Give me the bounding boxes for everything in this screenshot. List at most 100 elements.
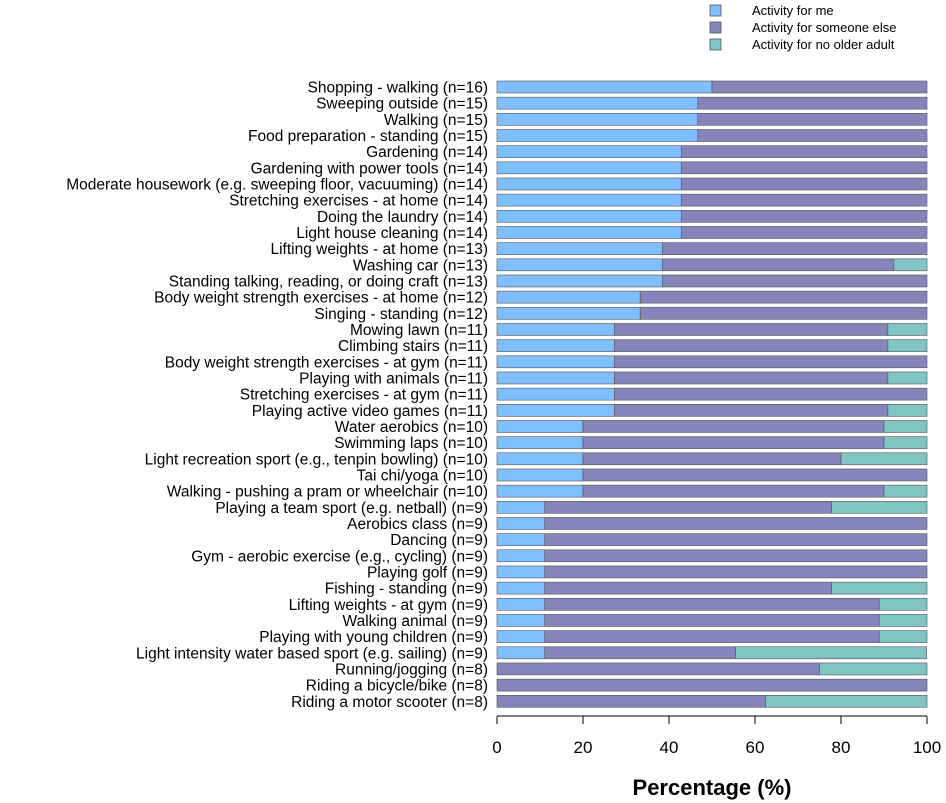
bar-segment-1-row-26 xyxy=(496,484,584,498)
bar-segment-2-row-12 xyxy=(662,258,895,272)
bar-segment-3-row-19 xyxy=(887,371,928,385)
category-label: Body weight strength exercises - at home… xyxy=(154,290,488,307)
bar-segment-2-row-16 xyxy=(614,323,889,336)
bar-segment-1-row-5 xyxy=(496,145,682,158)
bar-segment-2-row-7 xyxy=(681,177,928,191)
bar-segment-2-row-17 xyxy=(614,339,889,352)
bar-segment-2-row-3 xyxy=(697,113,928,126)
category-label: Stretching exercises - at gym (n=11) xyxy=(240,387,488,404)
legend-label: Activity for me xyxy=(752,3,834,18)
bar-segment-2-row-25 xyxy=(582,468,928,482)
bar-segment-3-row-39 xyxy=(765,694,928,708)
bar-segment-2-row-1 xyxy=(711,80,928,94)
bar-segment-1-row-36 xyxy=(496,646,546,660)
category-label: Moderate housework (e.g. sweeping floor,… xyxy=(66,176,488,193)
bar-segment-3-row-24 xyxy=(840,452,928,466)
bar-segment-1-row-1 xyxy=(496,80,713,94)
legend-swatch xyxy=(709,21,722,34)
bar-segment-2-row-37 xyxy=(496,662,820,676)
category-label: Walking (n=15) xyxy=(384,112,488,129)
bar-segment-2-row-9 xyxy=(681,210,928,223)
bar-segment-1-row-31 xyxy=(496,565,546,579)
x-tick-label: 80 xyxy=(832,738,851,757)
bars xyxy=(496,80,928,708)
category-label: Climbing stairs (n=11) xyxy=(338,338,488,355)
bar-segment-1-row-7 xyxy=(496,177,682,191)
bar-segment-2-row-28 xyxy=(544,517,928,530)
x-tick-label: 20 xyxy=(574,738,593,757)
category-label: Riding a motor scooter (n=8) xyxy=(291,694,488,711)
bar-segment-2-row-23 xyxy=(582,436,885,449)
category-label: Playing with young children (n=9) xyxy=(259,629,488,646)
bar-segment-2-row-21 xyxy=(614,403,889,417)
category-label: Doing the laundry (n=14) xyxy=(317,209,488,226)
x-tick-label: 0 xyxy=(492,738,501,757)
bar-segment-1-row-30 xyxy=(496,549,546,563)
bar-segment-1-row-17 xyxy=(496,339,615,352)
x-tick-label: 100 xyxy=(913,738,941,757)
category-label: Walking - pushing a pram or wheelchair (… xyxy=(167,484,488,501)
category-label: Fishing - standing (n=9) xyxy=(325,581,488,598)
category-label: Walking animal (n=9) xyxy=(343,613,488,630)
bar-segment-1-row-34 xyxy=(496,614,546,627)
bar-segment-3-row-22 xyxy=(883,420,928,433)
legend-label: Activity for no older adult xyxy=(752,37,895,52)
category-label: Stretching exercises - at home (n=14) xyxy=(229,193,488,210)
category-label: Light intensity water based sport (e.g. … xyxy=(136,645,488,662)
legend-label: Activity for someone else xyxy=(752,20,897,35)
bar-segment-3-row-26 xyxy=(883,484,928,498)
bar-segment-2-row-15 xyxy=(639,307,928,320)
bar-segment-1-row-10 xyxy=(496,226,682,239)
bar-segment-2-row-32 xyxy=(544,581,832,595)
bar-segment-1-row-22 xyxy=(496,420,584,433)
category-label: Dancing (n=9) xyxy=(390,532,488,549)
bar-segment-3-row-23 xyxy=(883,436,928,449)
bar-segment-2-row-6 xyxy=(681,161,928,175)
category-labels: Shopping - walking (n=16)Sweeping outsid… xyxy=(66,80,488,711)
bar-segment-1-row-23 xyxy=(496,436,584,449)
bar-segment-3-row-16 xyxy=(887,323,928,336)
category-label: Running/jogging (n=8) xyxy=(335,661,488,678)
bar-segment-2-row-10 xyxy=(681,226,928,239)
category-label: Light house cleaning (n=14) xyxy=(296,225,488,242)
bar-segment-3-row-27 xyxy=(831,500,928,514)
category-label: Food preparation - standing (n=15) xyxy=(248,128,488,145)
bar-segment-3-row-33 xyxy=(878,597,928,611)
bar-segment-1-row-28 xyxy=(496,517,546,530)
bar-segment-2-row-39 xyxy=(496,694,767,708)
bar-segment-3-row-17 xyxy=(887,339,928,352)
category-label: Singing - standing (n=12) xyxy=(314,306,488,323)
category-label: Standing talking, reading, or doing craf… xyxy=(169,273,488,290)
bar-segment-3-row-34 xyxy=(878,614,928,627)
bar-segment-1-row-9 xyxy=(496,210,682,223)
category-label: Swimming laps (n=10) xyxy=(334,435,488,452)
bar-segment-3-row-35 xyxy=(878,630,928,643)
category-label: Water aerobics (n=10) xyxy=(335,419,488,436)
bar-segment-3-row-32 xyxy=(831,581,928,595)
bar-segment-2-row-33 xyxy=(544,597,880,611)
bar-segment-1-row-24 xyxy=(496,452,584,466)
bar-segment-2-row-24 xyxy=(582,452,842,466)
bar-segment-3-row-36 xyxy=(735,646,927,660)
bar-segment-1-row-6 xyxy=(496,161,682,175)
bar-segment-1-row-19 xyxy=(496,371,615,385)
bar-segment-1-row-32 xyxy=(496,581,546,595)
category-label: Tai chi/yoga (n=10) xyxy=(357,467,488,484)
x-tick-label: 60 xyxy=(746,738,765,757)
bar-segment-1-row-2 xyxy=(496,96,699,110)
bar-segment-1-row-21 xyxy=(496,403,615,417)
bar-segment-3-row-21 xyxy=(887,403,928,417)
category-label: Sweeping outside (n=15) xyxy=(316,96,488,113)
bar-segment-1-row-8 xyxy=(496,193,682,207)
category-label: Playing with animals (n=11) xyxy=(299,370,488,387)
bar-segment-2-row-38 xyxy=(496,678,928,692)
bar-segment-2-row-30 xyxy=(544,549,928,563)
bar-segment-1-row-4 xyxy=(496,129,699,142)
category-label: Gardening (n=14) xyxy=(366,144,488,161)
bar-segment-1-row-16 xyxy=(496,323,615,336)
bar-segment-1-row-3 xyxy=(496,113,699,126)
category-label: Playing active video games (n=11) xyxy=(252,403,488,420)
category-label: Gym - aerobic exercise (e.g., cycling) (… xyxy=(191,548,488,565)
category-label: Shopping - walking (n=16) xyxy=(307,80,488,97)
bar-segment-2-row-2 xyxy=(697,96,928,110)
